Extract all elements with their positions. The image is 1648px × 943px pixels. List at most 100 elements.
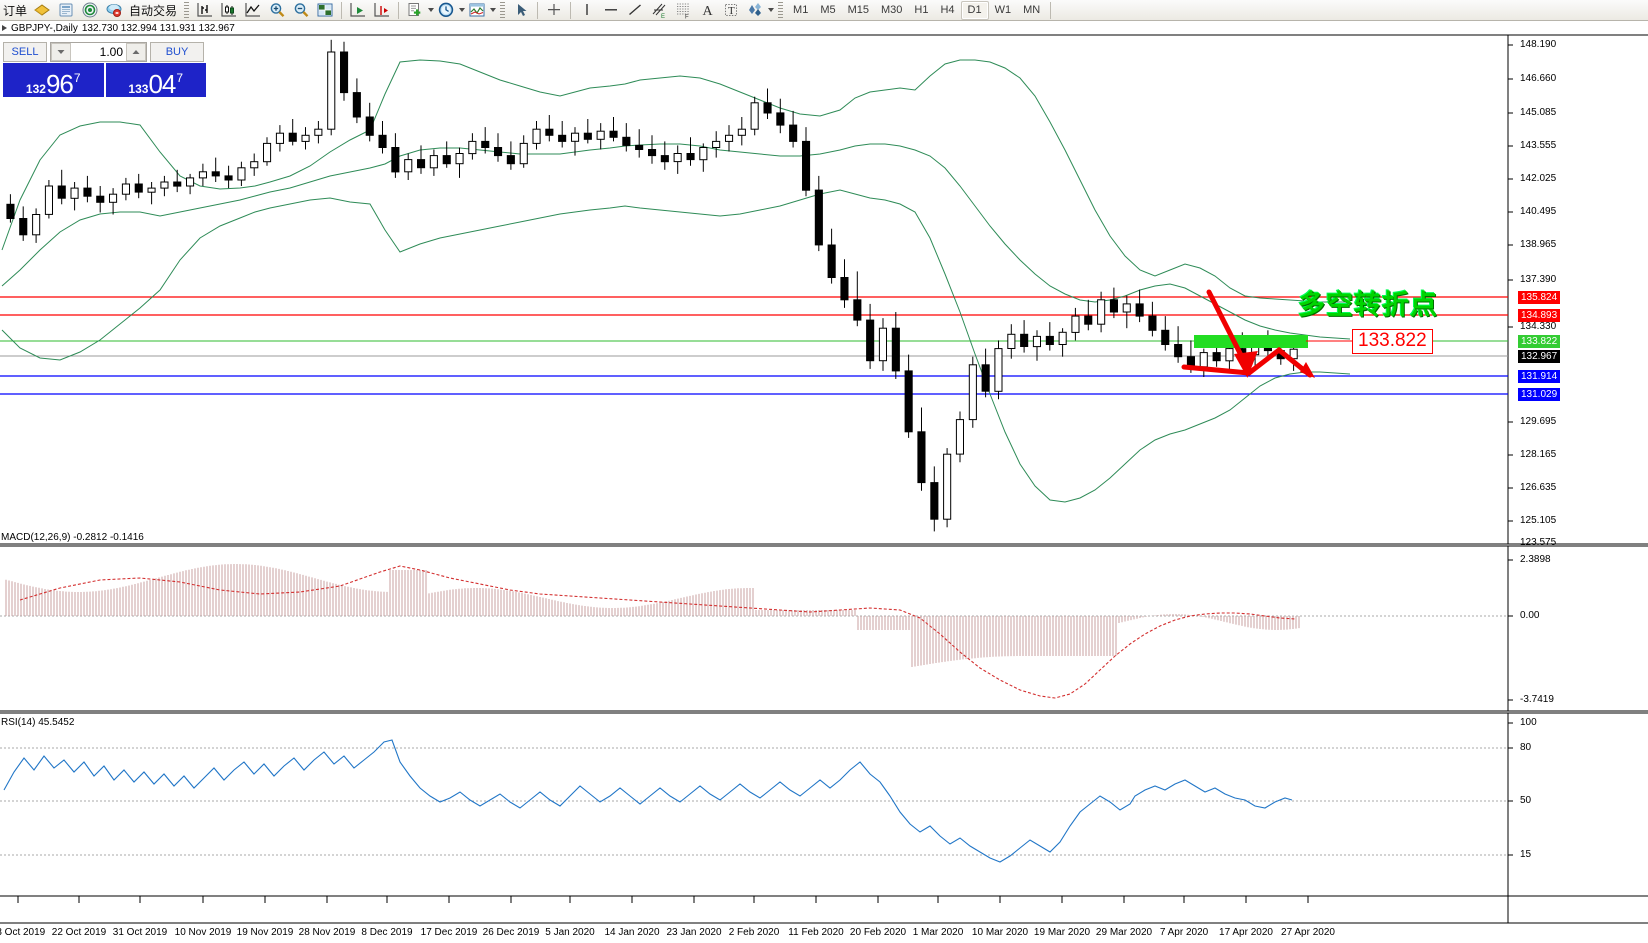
rsi-tick: 50	[1520, 795, 1532, 806]
scroll-end-icon[interactable]	[346, 0, 370, 20]
zoom-in-icon[interactable]	[265, 0, 289, 20]
price-chip-support-2[interactable]: 131.029	[1518, 388, 1561, 401]
new-chart-icon[interactable]	[403, 0, 427, 20]
period-dropdown-caret[interactable]	[459, 8, 466, 12]
candle-body-bullish	[429, 155, 438, 169]
candle-body-bearish	[763, 102, 772, 114]
toolbar-grip[interactable]	[184, 1, 190, 19]
time-axis-ticks	[17, 896, 1309, 903]
rsi-tick: 80	[1520, 742, 1532, 753]
indicators-dropdown-caret[interactable]	[490, 8, 497, 12]
period-icon[interactable]	[434, 0, 458, 20]
price-chip-current[interactable]: 132.967	[1518, 350, 1561, 363]
candle-body-bearish	[622, 136, 631, 146]
autotrade-label[interactable]: 自动交易	[129, 3, 178, 18]
price-chip-resistance-1[interactable]: 135.824	[1518, 291, 1561, 304]
time-axis-label: 14 Jan 2020	[604, 927, 660, 938]
horizontal-levels[interactable]	[0, 296, 1508, 395]
vertical-line-icon[interactable]	[575, 0, 599, 20]
candle-body-bullish	[404, 159, 413, 173]
timeframe-m15[interactable]: M15	[847, 4, 869, 16]
volume-increment-button[interactable]	[126, 43, 146, 61]
buy-price-button[interactable]: 133 04 7	[105, 63, 206, 97]
candle-body-bearish	[442, 155, 451, 165]
candle-body-bullish	[712, 140, 721, 148]
timeframe-w1[interactable]: W1	[994, 4, 1012, 16]
cursor-icon[interactable]	[509, 0, 533, 20]
candle-body-bullish	[737, 128, 746, 136]
candle-body-bearish	[1135, 303, 1144, 317]
price-chip-pivot[interactable]: 133.822	[1518, 335, 1561, 348]
price-chip-resistance-2[interactable]: 134.893	[1518, 309, 1561, 322]
toolbar-grip-2[interactable]	[500, 1, 506, 19]
volume-decrement-button[interactable]	[51, 43, 71, 61]
candle-body-bullish	[109, 193, 118, 203]
timeframe-m5[interactable]: M5	[820, 4, 836, 16]
candle-body-bearish	[1109, 299, 1119, 313]
volume-input[interactable]: 1.00	[99, 45, 123, 59]
candle-body-bearish	[814, 189, 823, 246]
macd-tick: 2.3898	[1520, 554, 1551, 565]
zoom-out-icon[interactable]	[289, 0, 313, 20]
tile-windows-icon[interactable]	[313, 0, 337, 20]
symbol-label: GBPJPY-,Daily	[11, 22, 78, 34]
new-chart-dropdown-caret[interactable]	[428, 8, 435, 12]
candle-body-bearish	[583, 132, 592, 140]
sell-label[interactable]: SELL	[3, 42, 47, 62]
turning-point-annotation[interactable]: 多空转折点	[1298, 290, 1438, 321]
time-axis-label: 10 Nov 2019	[174, 927, 232, 938]
sell-price-button[interactable]: 132 96 7	[3, 63, 104, 97]
candle-body-bullish	[70, 187, 79, 199]
candle-body-bullish	[314, 128, 323, 136]
timeframe-h4[interactable]: H4	[940, 4, 955, 16]
package-icon[interactable]	[30, 0, 54, 20]
timeframe-h1[interactable]: H1	[914, 4, 929, 16]
timeframe-m30[interactable]: M30	[881, 4, 903, 16]
candle-body-bearish	[134, 183, 143, 193]
shapes-icon[interactable]	[743, 0, 767, 20]
timeframe-mn[interactable]: MN	[1023, 4, 1041, 16]
collapse-triangle-icon[interactable]	[2, 25, 7, 31]
timeframe-m1[interactable]: M1	[793, 4, 809, 16]
fibonacci-retracement-icon[interactable]: F	[671, 0, 695, 20]
candle-body-bearish	[981, 364, 990, 392]
candle-body-bearish	[930, 482, 939, 520]
orders-label[interactable]: 订单	[3, 3, 28, 18]
horizontal-line-icon[interactable]	[599, 0, 623, 20]
trendline-icon[interactable]	[623, 0, 647, 20]
candle-body-bullish	[1225, 348, 1234, 362]
user-annotations[interactable]	[1181, 289, 1352, 378]
time-axis-label: 1 Mar 2020	[912, 927, 964, 938]
indicators-icon[interactable]	[465, 0, 489, 20]
candle-body-bearish	[57, 185, 66, 199]
volume-stepper[interactable]: 1.00	[50, 42, 147, 62]
buy-label[interactable]: BUY	[150, 42, 204, 62]
line-chart-icon[interactable]	[241, 0, 265, 20]
time-axis-label: 17 Dec 2019	[420, 927, 478, 938]
timeframe-d1[interactable]: D1	[960, 0, 989, 20]
svg-text:F: F	[685, 15, 689, 20]
text-label-icon[interactable]: A	[695, 0, 719, 20]
candlestick-icon[interactable]	[217, 0, 241, 20]
market-icon[interactable]	[102, 0, 126, 20]
green-highlight-zone	[1194, 335, 1308, 348]
red-zigzag-path	[1181, 346, 1313, 378]
price-tag-annotation[interactable]: 133.822	[1352, 329, 1433, 354]
toolbar-grip-3[interactable]	[778, 1, 784, 19]
price-chip-support-1[interactable]: 131.914	[1518, 370, 1561, 383]
chart-shift-icon[interactable]	[370, 0, 394, 20]
candle-body-bearish	[211, 171, 220, 177]
news-icon[interactable]	[54, 0, 78, 20]
equidistant-channel-icon[interactable]: E	[647, 0, 671, 20]
candle-body-bearish	[904, 370, 913, 433]
price-tick: 146.660	[1520, 73, 1557, 84]
crosshair-icon[interactable]	[542, 0, 566, 20]
signals-icon[interactable]	[78, 0, 102, 20]
macd-tick: -3.7419	[1520, 694, 1554, 705]
text-box-icon[interactable]: T	[719, 0, 743, 20]
bar-chart-icon[interactable]	[193, 0, 217, 20]
candle-body-bearish	[378, 134, 387, 149]
shapes-dropdown-caret[interactable]	[768, 8, 775, 12]
rsi-tick: 100	[1520, 717, 1537, 728]
